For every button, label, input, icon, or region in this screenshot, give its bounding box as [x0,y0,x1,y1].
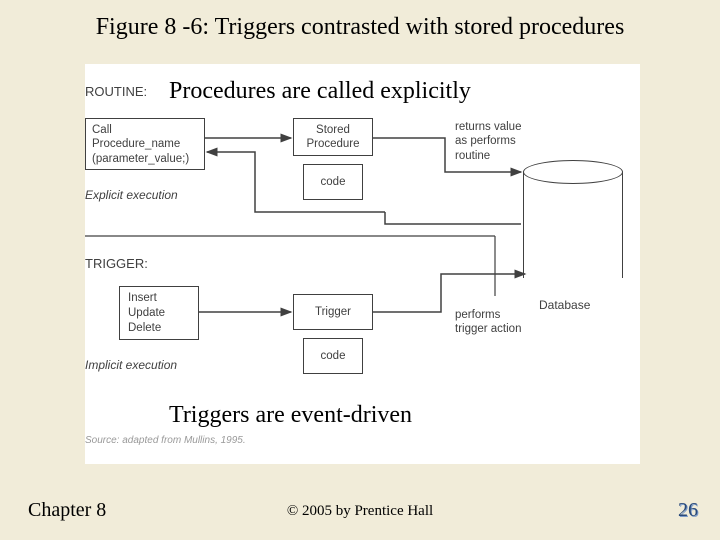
routine-label: ROUTINE: [85,84,147,99]
insert-update-delete-box: InsertUpdateDelete [119,286,199,340]
stored-procedure-box: StoredProcedure [293,118,373,156]
database-label: Database [539,298,590,312]
source-note: Source: adapted from Mullins, 1995. [85,435,246,446]
implicit-execution-label: Implicit execution [85,358,177,372]
trigger-label: TRIGGER: [85,256,148,271]
footer-page-number: 26 [678,499,698,522]
performs-annotation: performstrigger action [455,308,521,337]
procedures-caption: Procedures are called explicitly [165,78,475,105]
code-box-2: code [303,338,363,374]
database-cylinder [523,160,623,290]
triggers-caption: Triggers are event-driven [165,402,416,429]
footer-copyright: © 2005 by Prentice Hall [0,503,720,520]
trigger-box: Trigger [293,294,373,330]
figure-title: Figure 8 -6: Triggers contrasted with st… [0,0,720,41]
slide: Figure 8 -6: Triggers contrasted with st… [0,0,720,540]
call-box: CallProcedure_name(parameter_value;) [85,118,205,170]
explicit-execution-label: Explicit execution [85,188,178,202]
returns-annotation: returns valueas performsroutine [455,120,521,163]
diagram: Procedures are called explicitly ROUTINE… [85,64,640,464]
code-box-1: code [303,164,363,200]
